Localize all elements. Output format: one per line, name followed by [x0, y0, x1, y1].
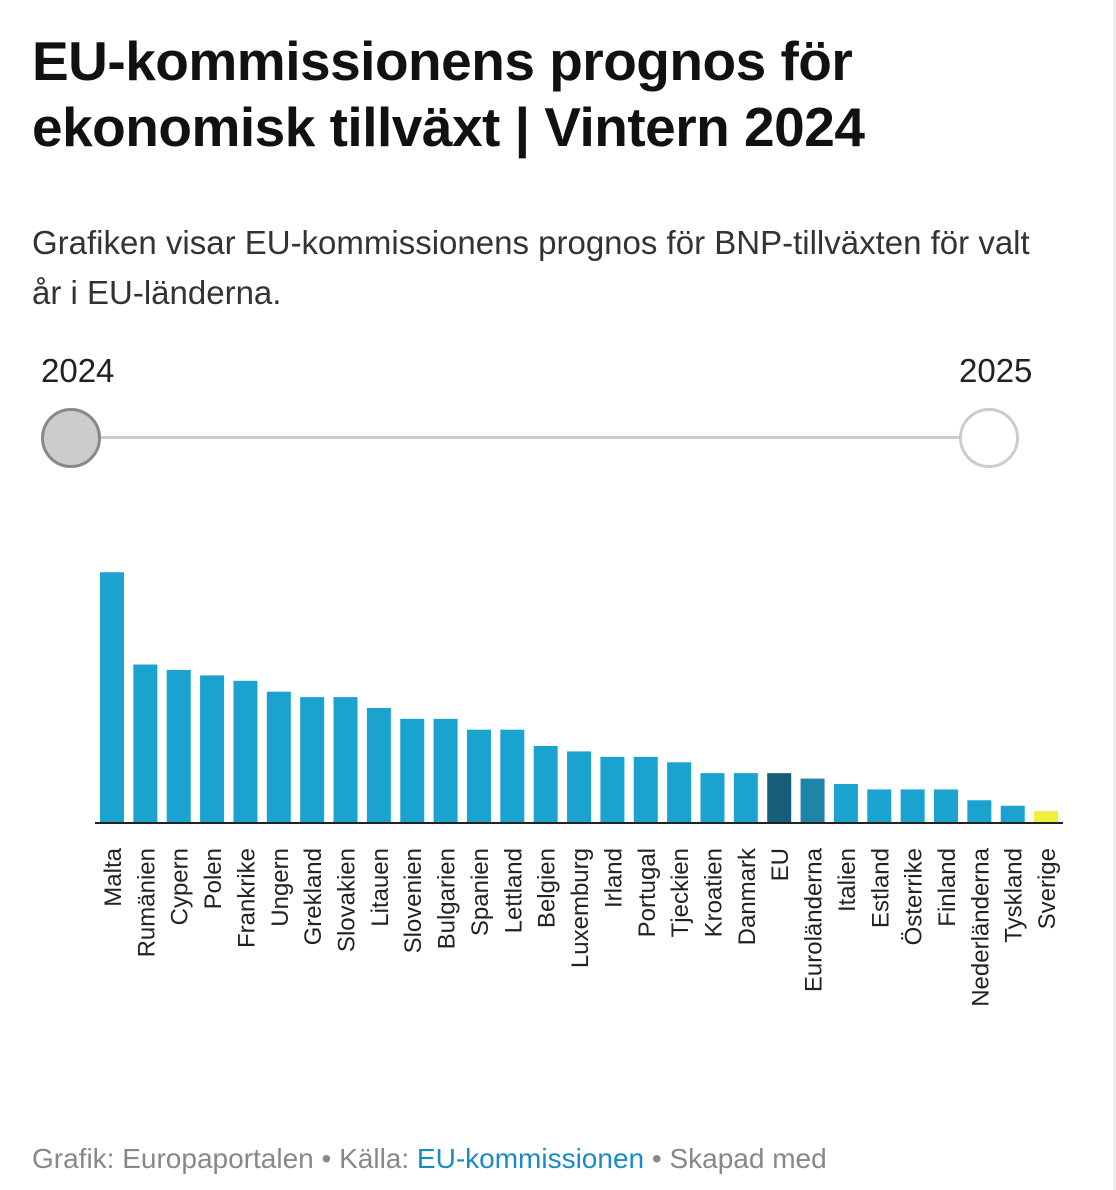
x-tick-label: Rumänien: [133, 848, 160, 957]
bar-tjeckien[interactable]: [667, 762, 692, 822]
x-tick-label: Kroatien: [700, 848, 727, 937]
slider-knob-2024-selected[interactable]: [41, 408, 101, 468]
bar-estland[interactable]: [867, 789, 892, 822]
x-tick-label: Slovakien: [334, 848, 361, 952]
x-tick-label: Litauen: [367, 848, 394, 927]
bar-grekland[interactable]: [300, 697, 325, 822]
x-tick-label: Grekland: [300, 848, 327, 945]
x-tick-label: Sverige: [1034, 848, 1061, 929]
bar-finland[interactable]: [934, 789, 958, 822]
footer: Grafik: Europaportalen • Källa: EU-kommi…: [32, 1143, 827, 1175]
x-tick-label: Danmark: [734, 847, 761, 945]
slider-knob-2025[interactable]: [959, 408, 1019, 468]
bar-cypern[interactable]: [166, 669, 191, 822]
footer-sep: •: [313, 1143, 340, 1174]
bar-belgien[interactable]: [533, 745, 558, 822]
bar-polen[interactable]: [200, 675, 225, 822]
footer-made-with: Skapad med: [669, 1143, 827, 1174]
x-tick-label: Luxemburg: [567, 848, 594, 968]
x-tick-label: EU: [767, 848, 794, 881]
x-tick-label: Portugal: [634, 848, 661, 937]
footer-graphic: Grafik: Europaportalen: [32, 1143, 314, 1174]
x-tick-label: Österrike: [901, 848, 928, 945]
x-tick-label: Italien: [834, 848, 861, 912]
bar-danmark[interactable]: [733, 773, 758, 822]
x-tick-label: Slovenien: [400, 848, 427, 953]
bar-rumänien[interactable]: [133, 664, 158, 822]
x-tick-label: Euroländerna: [801, 847, 828, 992]
bar-bulgarien[interactable]: [433, 718, 458, 822]
x-tick-label: Estland: [867, 848, 894, 928]
chart-subtitle: Grafiken visar EU-kommissionens prognos …: [32, 224, 1030, 311]
chart-title: EU-kommissionens prognos för ekonomisk t…: [32, 30, 865, 158]
x-tick-label: Tjeckien: [667, 848, 694, 937]
x-tick-label: Ungern: [267, 848, 294, 927]
bar-litauen[interactable]: [366, 707, 391, 822]
bar-eu[interactable]: [767, 773, 792, 822]
scrollbar[interactable]: [1113, 0, 1116, 1190]
slider-label-2025[interactable]: 2025: [959, 352, 1033, 389]
bar-malta[interactable]: [100, 572, 124, 822]
bar-portugal[interactable]: [633, 756, 658, 822]
footer-sep: •: [644, 1143, 670, 1174]
bar-slovakien[interactable]: [333, 697, 358, 822]
bar-irland[interactable]: [600, 756, 625, 822]
bar-kroatien[interactable]: [700, 773, 725, 822]
bar-euroländerna[interactable]: [800, 778, 825, 822]
bar-chart: Malta Rumänien Cypern Polen Frankrike Ungern G…: [95, 572, 1063, 1007]
x-tick-label: Irland: [600, 848, 627, 908]
source-link[interactable]: EU-kommissionen: [416, 1143, 645, 1174]
bar-nederländerna[interactable]: [967, 800, 992, 822]
slider-label-2024[interactable]: 2024: [41, 352, 115, 389]
x-tick-label: Finland: [934, 848, 961, 927]
slider-track[interactable]: [72, 436, 990, 439]
x-tick-label: Malta: [100, 847, 127, 906]
x-tick-label: Polen: [200, 848, 227, 909]
x-tick-label: Belgien: [534, 848, 561, 928]
bar-italien[interactable]: [833, 783, 858, 822]
x-tick-label: Lettland: [500, 848, 527, 933]
bar-slovenien[interactable]: [400, 718, 425, 822]
x-tick-label: Frankrike: [233, 848, 260, 948]
bar-spanien[interactable]: [466, 729, 491, 822]
x-tick-label: Cypern: [167, 848, 194, 925]
bar-luxemburg[interactable]: [567, 751, 592, 822]
bar-ungern[interactable]: [266, 691, 291, 822]
bar-frankrike[interactable]: [233, 680, 258, 822]
bar-sverige[interactable]: [1034, 811, 1059, 822]
bar-lettland[interactable]: [500, 729, 525, 822]
x-tick-label: Tyskland: [1001, 848, 1028, 943]
bar-tyskland[interactable]: [1000, 805, 1025, 822]
x-tick-label: Bulgarien: [434, 848, 461, 949]
x-tick-label: Spanien: [467, 848, 494, 936]
x-tick-label: Nederländerna: [967, 847, 994, 1006]
footer-source-label: Källa:: [339, 1143, 417, 1174]
bar-österrike[interactable]: [900, 789, 925, 822]
